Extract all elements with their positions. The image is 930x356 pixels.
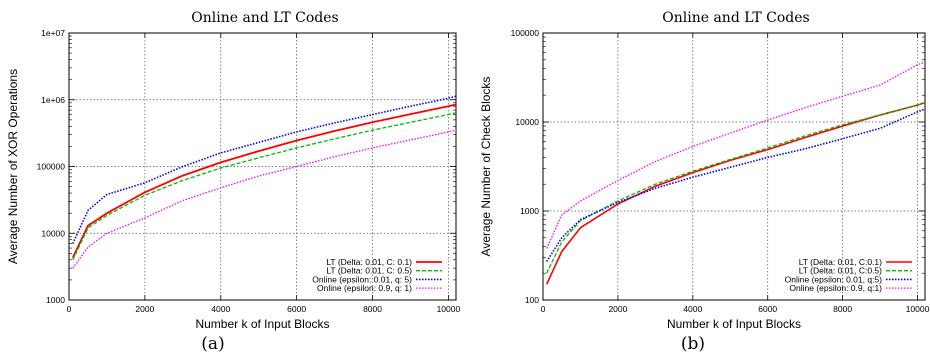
subfigure-caption: (b) (681, 334, 705, 354)
series-line-2 (72, 112, 457, 261)
y-tick-label: 10000 (41, 228, 65, 238)
minor-ticks (543, 36, 925, 274)
y-tick-label: 100 (525, 295, 539, 305)
x-tick-label: 4000 (683, 304, 702, 314)
y-tick-label: 100000 (511, 28, 540, 38)
x-tick-label: 2000 (135, 304, 154, 314)
chart-a: 0 2000 4000 6000 8000 10000 1000 10000 100000 1e+… (6, 10, 461, 354)
series-line-4 (546, 61, 926, 249)
x-tick-label: 2000 (608, 304, 627, 314)
x-tick-label: 10000 (906, 304, 930, 314)
y-tick-label: 1000 (520, 206, 539, 216)
x-tick-label: 6000 (287, 304, 306, 314)
minor-ticks (69, 35, 456, 281)
subfigure-caption: (a) (201, 334, 224, 354)
y-tick-label: 1e+07 (41, 28, 65, 38)
x-tick-label: 6000 (758, 304, 777, 314)
chart-b: 0 2000 4000 6000 8000 10000 100 1000 10000 100000… (479, 10, 930, 354)
x-tick-label: 10000 (437, 304, 461, 314)
x-tick-label: 8000 (833, 304, 852, 314)
series-line-1 (71, 103, 457, 259)
series-line-3 (72, 95, 457, 244)
x-axis-label: Number k of Input Blocks (195, 317, 329, 331)
series-line-2 (546, 101, 926, 274)
legend: LT (Delta: 0.01, C: 0.1)LT (Delta: 0.01,… (312, 257, 442, 293)
y-axis-label: Average Number of XOR Operations (6, 69, 20, 264)
chart-title: Online and LT Codes (191, 10, 339, 26)
legend: LT (Delta: 0.01, C:0.1)LT (Delta: 0.01, … (785, 257, 912, 293)
y-axis-label: Average Number of Check Blocks (479, 77, 493, 257)
legend-label: LT (Delta: 0.01, C:0.5) (799, 266, 882, 276)
x-tick-label: 8000 (363, 304, 382, 314)
x-tick-label: 0 (67, 304, 72, 314)
y-tick-label: 1e+06 (41, 95, 65, 105)
legend-label: LT (Delta: 0.01, C:0.1) (799, 257, 882, 267)
series-line-3 (546, 108, 926, 263)
legend-label: Online (epsilon: 0.01, q: 5) (312, 274, 412, 284)
legend-label: LT (Delta: 0.01, C: 0.1) (326, 257, 412, 267)
y-tick-label: 1000 (46, 295, 65, 305)
x-axis-label: Number k of Input Blocks (667, 317, 801, 331)
x-tick-label: 0 (541, 304, 546, 314)
grid (69, 33, 456, 300)
chart-title: Online and LT Codes (662, 10, 810, 26)
y-tick-label: 10000 (515, 117, 539, 127)
x-tick-label: 4000 (211, 304, 230, 314)
legend-label: Online (epsilon: 0.9, q:1) (789, 283, 882, 293)
plot-frame (542, 32, 926, 301)
legend-label: LT (Delta: 0.01, C: 0.5) (326, 266, 412, 276)
legend-label: Online (epsilon: 0.01, q:5) (785, 274, 883, 284)
legend-label: Online (epsilon: 0.9, q: 1) (317, 283, 412, 293)
y-tick-label: 100000 (37, 162, 66, 172)
series-line-4 (72, 129, 457, 269)
